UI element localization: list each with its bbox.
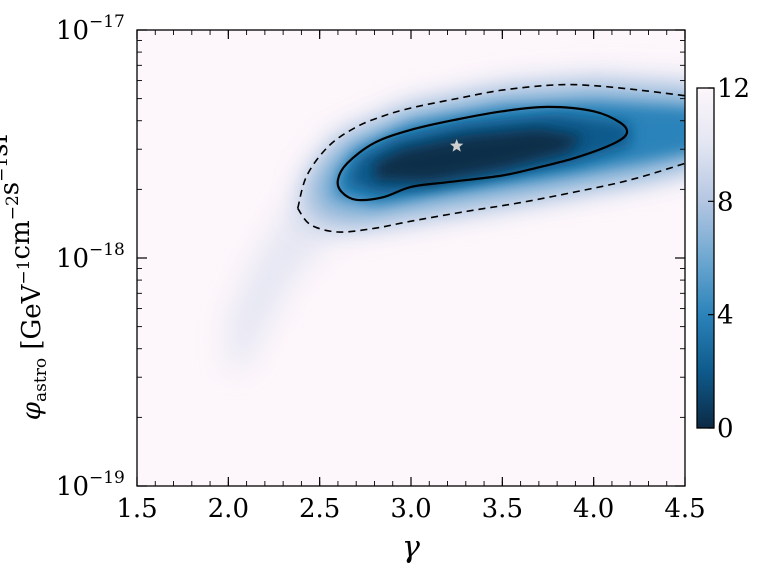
- contour-solid: [336, 105, 629, 202]
- y-axis-subscript: astro: [31, 358, 51, 402]
- y-axis-label: φastro [GeV−1cm−2s−1sr−1]: [0, 96, 51, 420]
- x-tick-label: 2.0: [208, 494, 249, 524]
- x-tick-label: 3.5: [482, 494, 523, 524]
- y-tick-label: 10−18: [56, 240, 125, 274]
- x-tick-label: 3.0: [390, 494, 431, 524]
- contour-dashed-lower: [297, 162, 686, 233]
- x-tick-label: 1.5: [116, 494, 157, 524]
- x-tick-label: 4.0: [573, 494, 614, 524]
- colorbar: [696, 87, 715, 429]
- x-tick-label: 2.5: [299, 494, 340, 524]
- colorbar-tick-label: 12: [717, 74, 750, 104]
- contour-dashed: [296, 83, 686, 209]
- y-tick-label: 10−19: [56, 468, 125, 502]
- best-fit-star-icon: [450, 139, 464, 152]
- y-axis-units: [GeV−1cm−2s−1sr−1]: [0, 96, 47, 350]
- colorbar-tick-label: 0: [717, 414, 734, 444]
- y-axis-symbol: φ: [17, 401, 47, 420]
- x-axis-label: γ: [402, 530, 420, 565]
- x-tick-label: 4.5: [664, 494, 705, 524]
- colorbar-tick-label: 4: [717, 301, 734, 331]
- colorbar-ticks: 0 4 8 12: [708, 74, 750, 444]
- plot-frame: [136, 29, 686, 487]
- colorbar-tick-label: 8: [717, 187, 734, 217]
- density-level-5: [374, 128, 585, 183]
- x-ticks: 1.5 2.0 2.5 3.0 3.5 4.0 4.5: [116, 30, 706, 524]
- y-tick-label: 10−17: [56, 12, 125, 46]
